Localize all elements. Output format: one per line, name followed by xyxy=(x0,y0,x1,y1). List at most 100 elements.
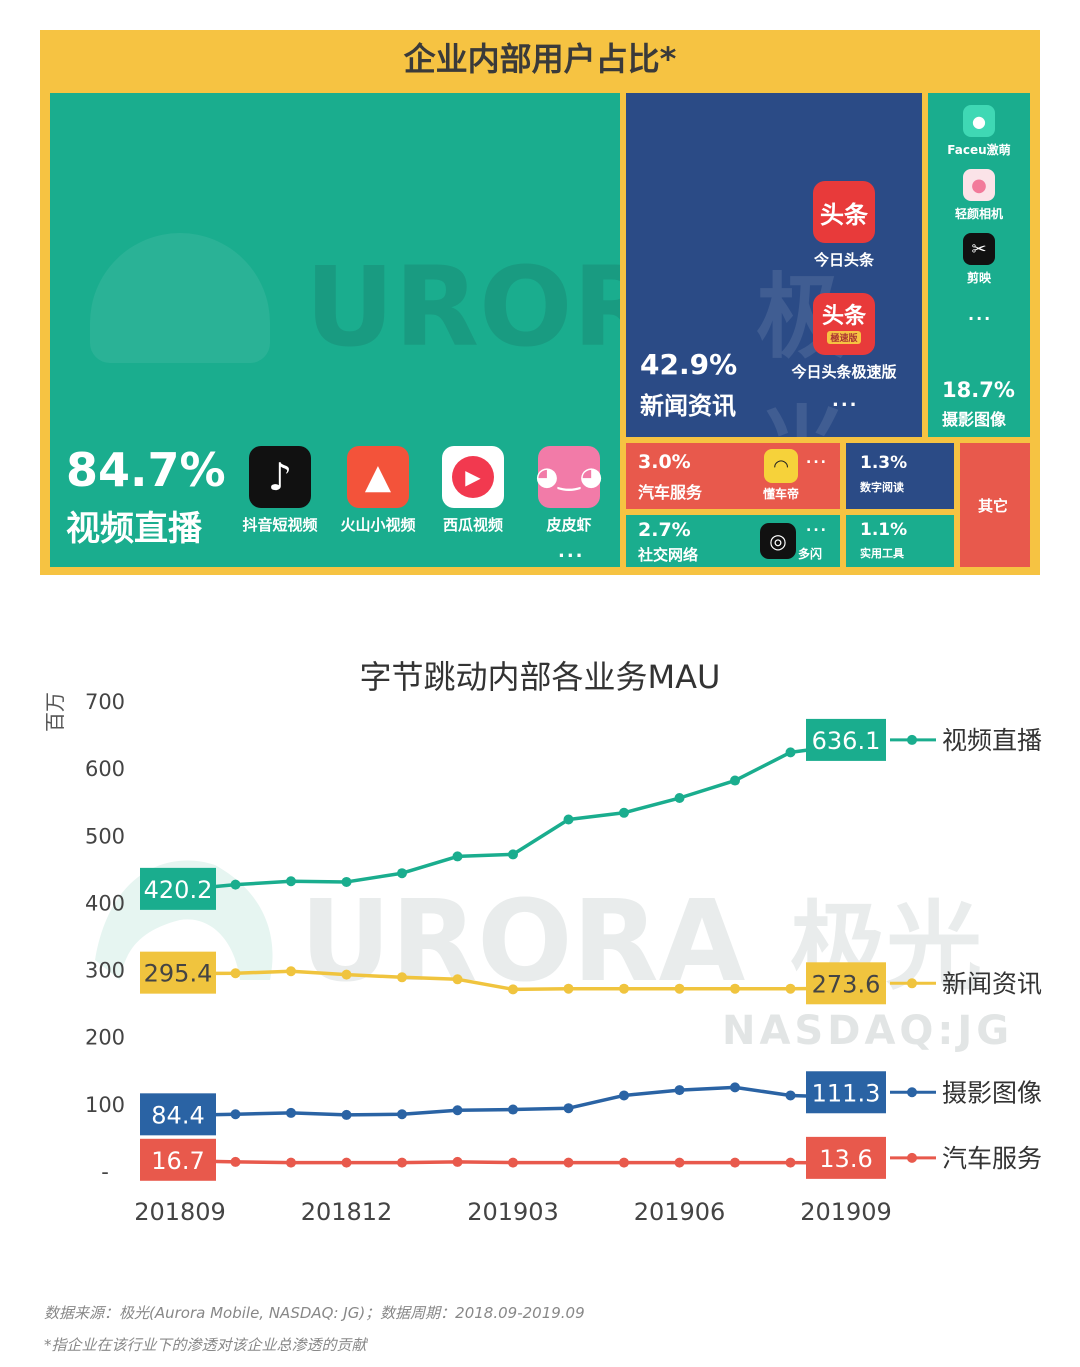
series-1: 295.4 273.6 新闻资讯 xyxy=(140,951,1042,1005)
x-tick-label: 201909 xyxy=(800,1198,892,1226)
data-point xyxy=(730,1082,740,1093)
app-qingyan: ● 轻颜相机 xyxy=(928,169,1030,222)
app-dongchedi: ◠ 懂车帝 xyxy=(746,449,816,502)
footnote-note: *指企业在该行业下的渗透对该企业总渗透的贡献 xyxy=(44,1336,367,1354)
data-point xyxy=(619,1090,629,1101)
series-layer: 420.2 636.1 视频直播 295.4 273.6 新闻资讯 84.4 111.3 摄影图… xyxy=(140,718,1042,1181)
watermark-logo-shape xyxy=(95,860,273,980)
data-point xyxy=(286,1157,296,1168)
app-toutiao-lite: 头条 極速版 今日头条极速版 xyxy=(776,293,912,382)
tile-reading-pct: 1.3% xyxy=(860,453,908,473)
data-point xyxy=(730,1157,740,1168)
data-point xyxy=(452,974,463,985)
end-value-label: 111.3 xyxy=(812,1079,881,1107)
app-duoshan: ◎ xyxy=(760,523,796,559)
data-point xyxy=(452,1156,463,1167)
data-point xyxy=(230,968,241,979)
tile-social-name: 社交网络 xyxy=(638,546,699,564)
data-point xyxy=(785,747,796,758)
data-point xyxy=(674,1157,685,1168)
series-name-label: 新闻资讯 xyxy=(942,969,1042,998)
start-value-box xyxy=(140,1138,216,1181)
legend-marker xyxy=(907,734,917,745)
watermark-brand: URORA xyxy=(300,877,746,1007)
data-point xyxy=(563,1157,574,1168)
tile-photo: ● Faceu激萌 ● 轻颜相机 ✂ 剪映 ... 18.7% 摄影图像 xyxy=(928,93,1030,437)
y-tick-label: 500 xyxy=(85,824,125,848)
tile-other: 其它 xyxy=(960,443,1030,567)
tile-news: 极光 头条 今日头条 头条 極速版 今日头条极速版 ... 42.9% 新闻资讯 xyxy=(626,93,922,437)
mau-line-chart: URORA 极光 NASDAQ:JG 百万 - 100 200 300 400 500 60… xyxy=(43,690,1042,1226)
data-point xyxy=(230,1109,241,1120)
play-icon: ▶ xyxy=(442,446,504,508)
start-value-box xyxy=(140,1093,216,1136)
tile-auto: 3.0% 汽车服务 ◠ 懂车帝 ... xyxy=(626,443,840,509)
treemap-panel: 企业内部用户占比* URORA 84.7% 视频直播 ♪ 抖音短视频 ▲ 火山小… xyxy=(40,30,1040,575)
series-name-label: 摄影图像 xyxy=(942,1078,1042,1107)
tile-video-pct: 84.7% xyxy=(66,443,226,497)
start-value-label: 84.4 xyxy=(151,1101,204,1129)
data-point xyxy=(230,879,241,890)
y-tick-label: 200 xyxy=(85,1026,125,1050)
data-point xyxy=(619,807,629,818)
tile-video-name: 视频直播 xyxy=(66,509,202,549)
tile-video-live: URORA 84.7% 视频直播 ♪ 抖音短视频 ▲ 火山小视频 ▶ 西瓜视频 … xyxy=(50,93,620,567)
data-point xyxy=(785,983,796,994)
tile-social-pct: 2.7% xyxy=(638,519,691,541)
tile-auto-more: ... xyxy=(806,451,828,467)
end-value-label: 636.1 xyxy=(812,727,881,755)
series-0: 420.2 636.1 视频直播 xyxy=(140,718,1042,910)
data-point xyxy=(397,1109,407,1120)
qingyan-icon: ● xyxy=(963,169,995,201)
start-value-box xyxy=(140,867,216,910)
start-value-box xyxy=(140,951,216,994)
x-tick-label: 201809 xyxy=(134,1198,226,1226)
tile-photo-name: 摄影图像 xyxy=(942,410,1007,429)
treemap-title: 企业内部用户占比* xyxy=(403,40,677,78)
tile-social-more: ... xyxy=(806,519,828,535)
toutiao-icon: 头条 xyxy=(813,181,875,243)
tile-reading: 1.3% 数字阅读 xyxy=(846,443,954,509)
app-huoshan: ▲ 火山小视频 xyxy=(338,446,418,535)
data-point xyxy=(508,1157,518,1168)
y-tick-label: 100 xyxy=(85,1093,125,1117)
data-point xyxy=(341,876,352,887)
tile-auto-name: 汽车服务 xyxy=(638,483,703,502)
y-tick-label: 400 xyxy=(85,891,125,915)
data-point xyxy=(563,983,574,994)
app-faceu: ● Faceu激萌 xyxy=(928,105,1030,158)
data-point xyxy=(452,851,463,862)
data-point xyxy=(341,1109,352,1120)
series-name-label: 汽车服务 xyxy=(942,1144,1042,1173)
tile-tools-name: 实用工具 xyxy=(860,547,904,560)
data-point xyxy=(563,1103,574,1114)
data-point xyxy=(730,775,740,786)
app-toutiao: 头条 今日头条 xyxy=(794,181,894,270)
data-point xyxy=(341,1157,352,1168)
y-tick-label: 300 xyxy=(85,959,125,983)
end-value-box xyxy=(806,1136,886,1179)
end-value-box xyxy=(806,1071,886,1114)
x-tick-label: 201812 xyxy=(301,1198,393,1226)
x-tick-label: 201903 xyxy=(467,1198,559,1226)
series-2: 84.4 111.3 摄影图像 xyxy=(140,1071,1042,1136)
data-point xyxy=(286,876,296,887)
app-douyin: ♪ 抖音短视频 xyxy=(240,446,320,535)
data-point xyxy=(508,984,518,995)
y-tick-label: 600 xyxy=(85,757,125,781)
chart-title: 字节跳动内部各业务MAU xyxy=(359,658,721,696)
x-axis: 201809 201812 201903 201906 201909 xyxy=(134,1198,892,1226)
app-xigua: ▶ 西瓜视频 xyxy=(433,446,513,535)
tile-video-more: ... xyxy=(558,541,585,562)
data-point xyxy=(674,983,685,994)
car-icon: ◠ xyxy=(764,449,798,483)
tile-photo-pct: 18.7% xyxy=(942,378,1015,402)
data-point xyxy=(508,1104,518,1115)
series-3: 16.7 13.6 汽车服务 xyxy=(140,1136,1042,1181)
data-point xyxy=(674,793,685,804)
data-point xyxy=(452,1105,463,1116)
faceu-icon: ● xyxy=(963,105,995,137)
data-point xyxy=(619,1157,629,1168)
y-tick-label: 700 xyxy=(85,690,125,714)
data-point xyxy=(563,814,574,825)
